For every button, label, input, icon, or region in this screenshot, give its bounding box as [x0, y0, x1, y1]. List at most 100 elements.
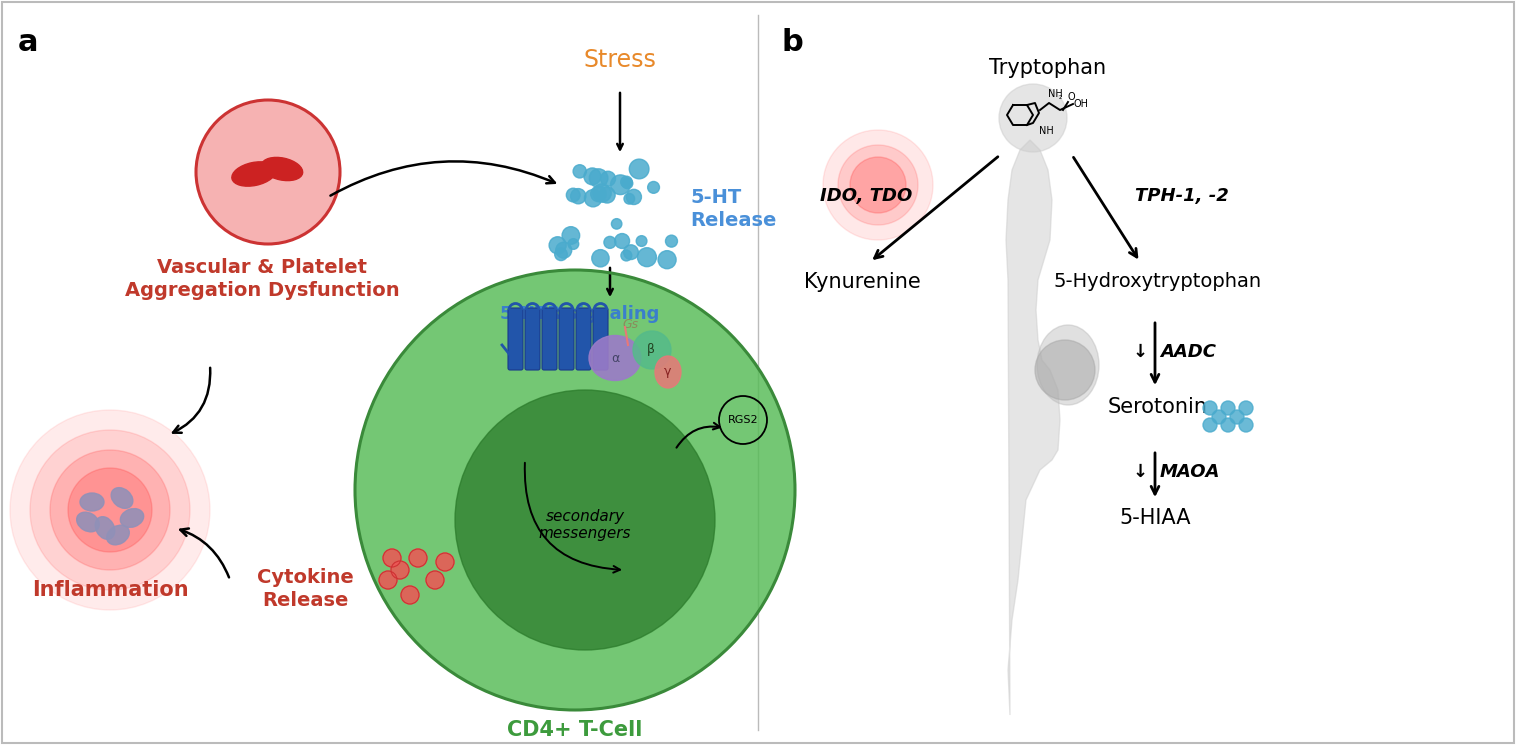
Circle shape — [823, 130, 932, 240]
Circle shape — [568, 238, 579, 250]
Ellipse shape — [655, 356, 681, 388]
Circle shape — [658, 250, 676, 269]
Text: a: a — [18, 28, 38, 57]
Text: AADC: AADC — [1160, 343, 1216, 361]
Text: RGS2: RGS2 — [728, 415, 758, 425]
Circle shape — [614, 233, 629, 249]
Text: b: b — [782, 28, 803, 57]
Circle shape — [637, 235, 647, 247]
Text: OH: OH — [1073, 99, 1088, 109]
Text: β: β — [647, 343, 655, 357]
Circle shape — [1220, 418, 1236, 432]
Circle shape — [999, 84, 1067, 152]
Circle shape — [599, 187, 615, 203]
Circle shape — [426, 571, 444, 589]
Circle shape — [567, 188, 581, 202]
Circle shape — [593, 184, 611, 202]
Text: O: O — [1067, 92, 1076, 102]
Circle shape — [625, 194, 635, 204]
FancyBboxPatch shape — [508, 308, 523, 370]
FancyArrowPatch shape — [180, 528, 229, 577]
Text: Kynurenine: Kynurenine — [803, 272, 920, 292]
Text: TPH-1, -2: TPH-1, -2 — [1135, 187, 1229, 205]
Circle shape — [623, 245, 638, 259]
FancyArrowPatch shape — [173, 368, 211, 433]
Circle shape — [620, 177, 632, 188]
FancyBboxPatch shape — [543, 308, 556, 370]
Circle shape — [1220, 401, 1236, 415]
FancyBboxPatch shape — [576, 308, 591, 370]
Ellipse shape — [120, 509, 144, 527]
Circle shape — [437, 553, 453, 571]
FancyArrowPatch shape — [330, 162, 555, 196]
Circle shape — [196, 100, 340, 244]
Circle shape — [584, 168, 600, 185]
Circle shape — [455, 390, 716, 650]
Ellipse shape — [96, 517, 115, 539]
Text: MAOA: MAOA — [1160, 463, 1220, 481]
Text: Inflammation: Inflammation — [32, 580, 188, 600]
Ellipse shape — [111, 488, 133, 508]
Circle shape — [402, 586, 418, 604]
Circle shape — [838, 145, 919, 225]
Ellipse shape — [634, 331, 672, 369]
Ellipse shape — [77, 512, 100, 532]
Circle shape — [50, 450, 170, 570]
Circle shape — [1239, 418, 1254, 432]
Circle shape — [611, 175, 631, 194]
Text: 5-HT
Release: 5-HT Release — [690, 188, 776, 230]
Circle shape — [556, 242, 572, 259]
Polygon shape — [1007, 140, 1060, 715]
Circle shape — [384, 549, 402, 567]
Text: NH: NH — [1038, 126, 1054, 136]
Circle shape — [629, 159, 649, 179]
Circle shape — [549, 237, 565, 254]
Text: Tryptophan: Tryptophan — [990, 58, 1107, 78]
Circle shape — [585, 189, 602, 207]
Text: ↓: ↓ — [1132, 463, 1148, 481]
Circle shape — [603, 236, 615, 248]
Circle shape — [666, 235, 678, 247]
Circle shape — [590, 169, 608, 188]
Circle shape — [622, 250, 632, 261]
Ellipse shape — [261, 157, 303, 180]
Text: 5-HIAA: 5-HIAA — [1119, 508, 1190, 528]
Circle shape — [68, 468, 152, 552]
Circle shape — [379, 571, 397, 589]
Circle shape — [355, 270, 794, 710]
Ellipse shape — [1037, 325, 1099, 405]
FancyBboxPatch shape — [525, 308, 540, 370]
Circle shape — [11, 410, 211, 610]
Text: secondary
messengers: secondary messengers — [538, 509, 631, 541]
Circle shape — [591, 250, 609, 267]
Text: 5-Hydroxytryptophan: 5-Hydroxytryptophan — [1054, 272, 1261, 291]
Circle shape — [626, 189, 641, 205]
Text: Serotonin: Serotonin — [1108, 397, 1208, 417]
Circle shape — [409, 549, 428, 567]
Circle shape — [647, 182, 659, 193]
Text: Vascular & Platelet
Aggregation Dysfunction: Vascular & Platelet Aggregation Dysfunct… — [124, 258, 399, 299]
Circle shape — [622, 178, 632, 188]
Text: NH: NH — [1048, 89, 1063, 99]
Circle shape — [1204, 418, 1217, 432]
Text: 5-HTR signaling: 5-HTR signaling — [500, 305, 659, 323]
Ellipse shape — [80, 493, 105, 511]
Circle shape — [1239, 401, 1254, 415]
Text: IDO, TDO: IDO, TDO — [820, 187, 913, 205]
Text: ↓: ↓ — [1132, 343, 1148, 361]
FancyArrowPatch shape — [525, 463, 620, 573]
Circle shape — [555, 248, 567, 261]
Text: ₂: ₂ — [1060, 92, 1063, 101]
FancyBboxPatch shape — [559, 308, 575, 370]
FancyArrowPatch shape — [676, 423, 720, 448]
Text: Stress: Stress — [584, 48, 656, 72]
Text: Cytokine
Release: Cytokine Release — [256, 568, 353, 609]
Text: α: α — [611, 352, 619, 364]
Circle shape — [600, 171, 615, 186]
Circle shape — [591, 186, 606, 202]
Circle shape — [611, 218, 622, 229]
Circle shape — [1211, 410, 1226, 424]
Circle shape — [1204, 401, 1217, 415]
Circle shape — [573, 165, 587, 178]
Circle shape — [850, 157, 907, 213]
